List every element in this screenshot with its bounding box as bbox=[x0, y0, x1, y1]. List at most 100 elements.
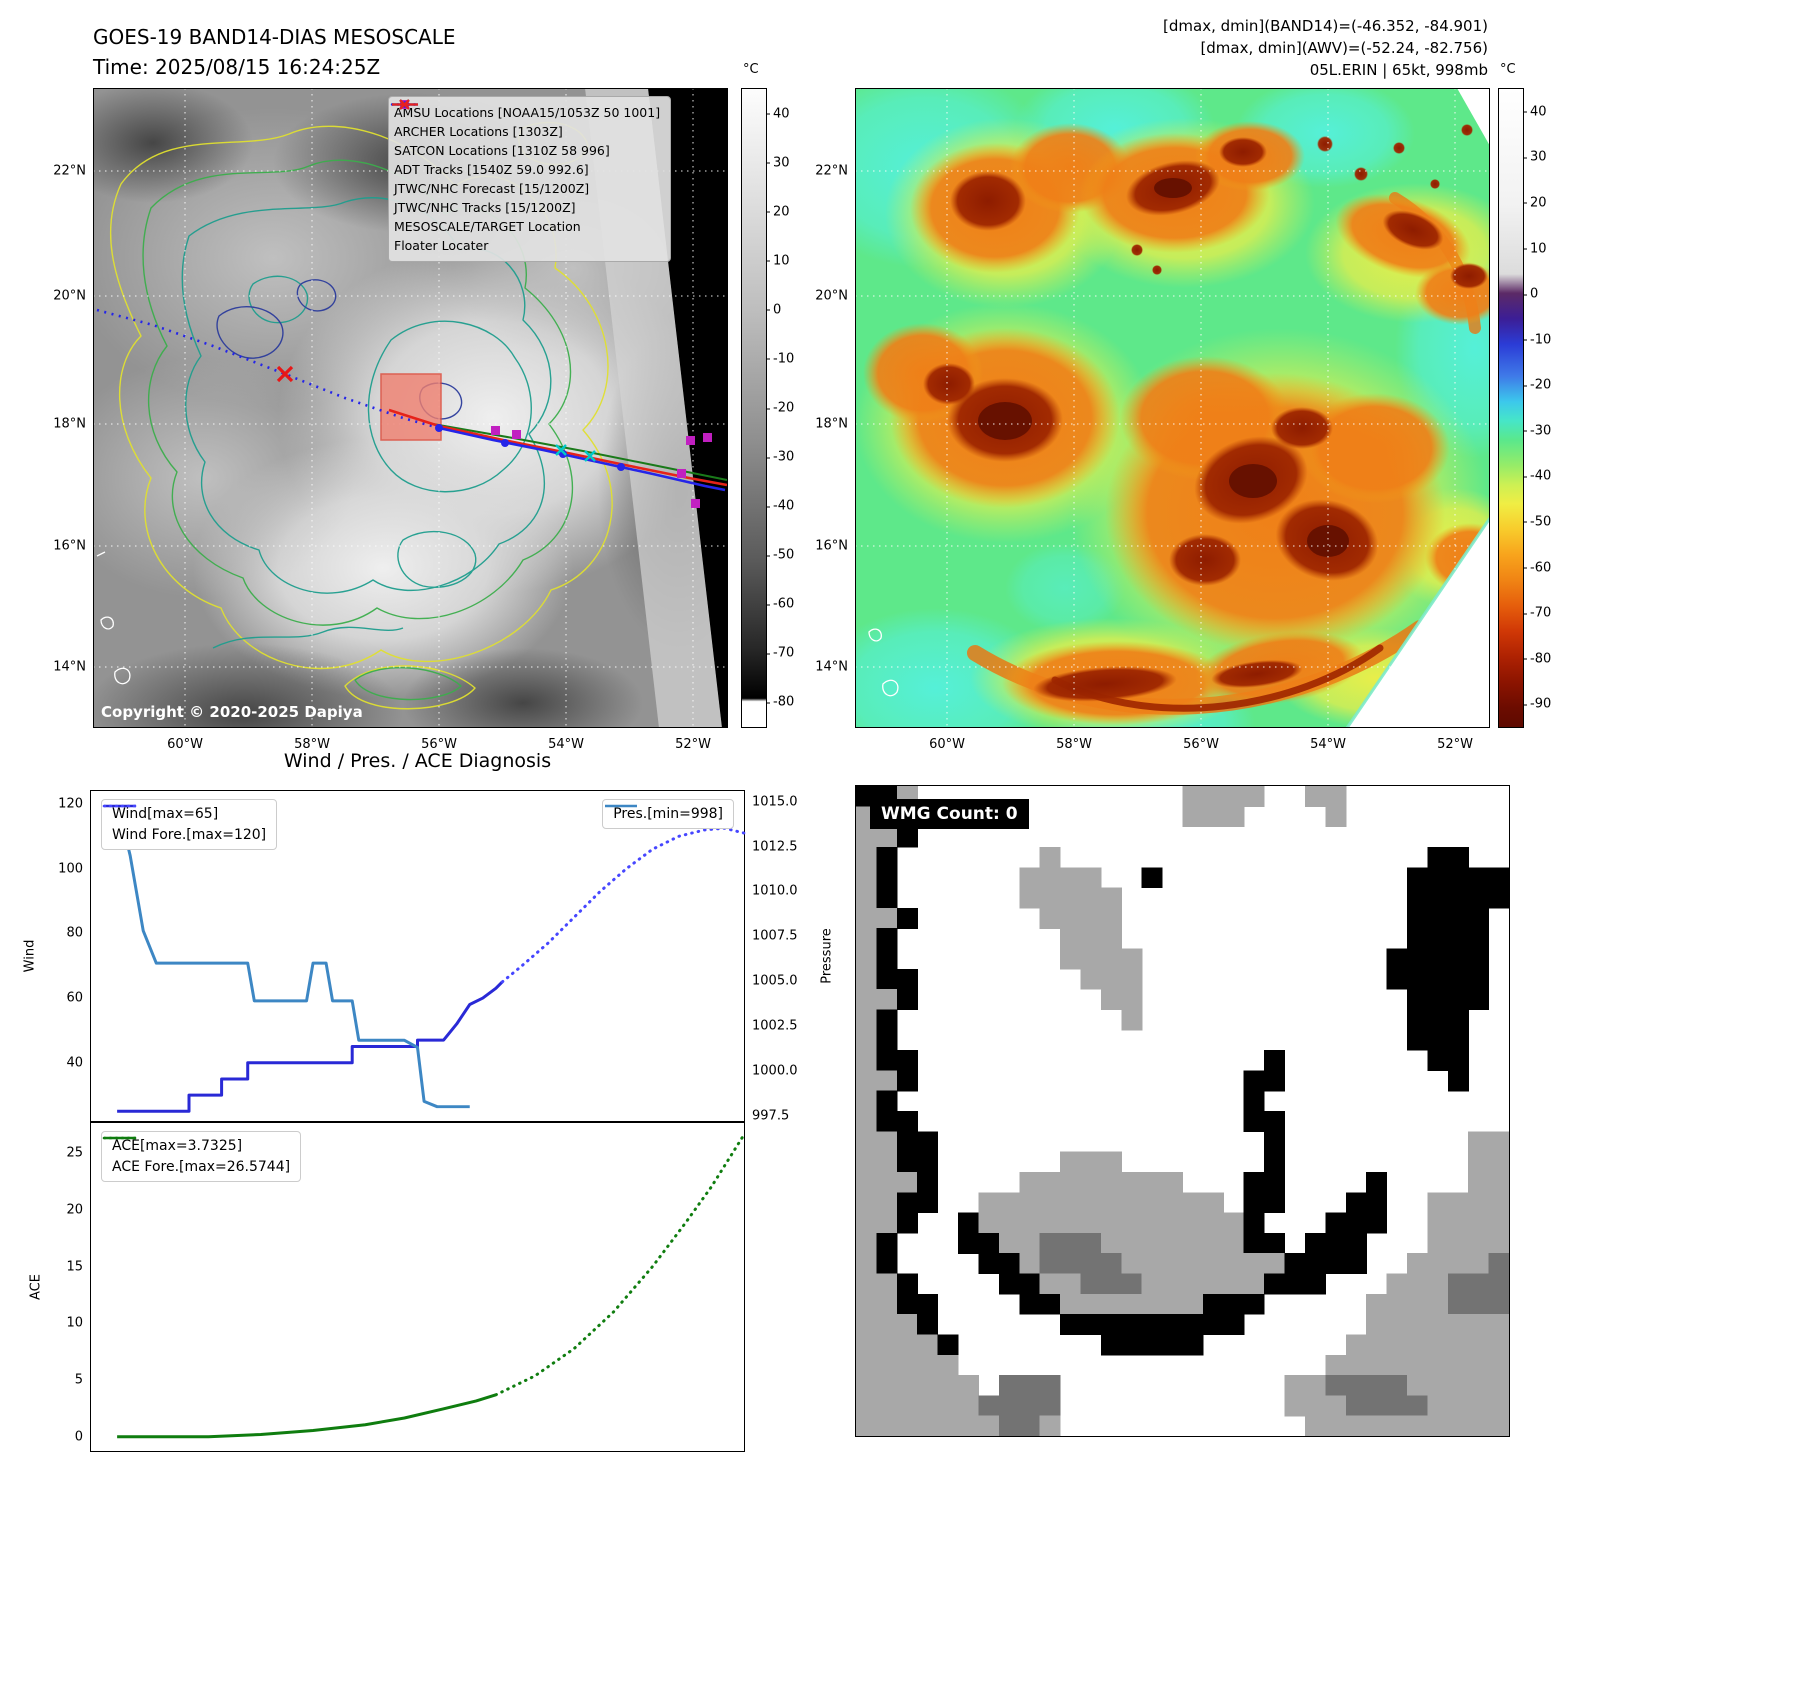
lon-tick-label: 54°W bbox=[1310, 737, 1347, 752]
ace-plot bbox=[117, 1133, 746, 1439]
axis-tick-label: 997.5 bbox=[752, 1108, 790, 1124]
right-header: [dmax, dmin](BAND14)=(-46.352, -84.901) … bbox=[1163, 16, 1488, 81]
colorbar-tick-label: -80 bbox=[1522, 651, 1552, 667]
mesoscale-target-x bbox=[276, 365, 294, 383]
spectral-colorbar: 40 30 20 10 0 -10 -20 -30 -40 -50 -60 -70 -80 -90 bbox=[1498, 88, 1551, 728]
colorbar-tick-label: -40 bbox=[765, 498, 795, 514]
colorbar2-unit-label: °C bbox=[1500, 62, 1516, 77]
axis-tick-label: 15 bbox=[66, 1259, 83, 1274]
axis-tick-label: 120 bbox=[58, 796, 83, 812]
wmg-panel: WMG Count: 0 bbox=[855, 785, 1510, 1437]
grayscale-colorbar: 40 30 20 10 0 -10 -20 -30 -40 -50 -60 -70 -80 bbox=[741, 88, 794, 728]
mesoscale-target-box bbox=[380, 373, 442, 441]
jtwc-track-points bbox=[435, 424, 625, 471]
axis-tick-label: 5 bbox=[74, 1372, 83, 1388]
left-header: GOES-19 BAND14-DIAS MESOSCALE Time: 2025… bbox=[93, 22, 456, 82]
colorbar-tick-label: 20 bbox=[1523, 195, 1547, 211]
lat-tick-label: 18°N bbox=[53, 416, 86, 432]
axis-tick-label: 10 bbox=[66, 1315, 83, 1331]
wind-pressure-plot bbox=[115, 801, 746, 1113]
lat-tick-label: 18°N bbox=[815, 416, 848, 432]
axis-tick-label: 20 bbox=[66, 1202, 83, 1218]
lat-tick-label: 22°N bbox=[53, 163, 86, 179]
storm-tracks bbox=[96, 308, 728, 508]
no-data-corner bbox=[1457, 88, 1490, 146]
colorbar-tick-label: -70 bbox=[765, 645, 795, 661]
map-legend-label: AMSU Locations [NOAA15/1053Z 50 1001] bbox=[394, 105, 661, 120]
dmax-dmin-awv: [dmax, dmin](AWV)=(-52.24, -82.756) bbox=[1200, 38, 1488, 57]
colorbar-tick-label: 20 bbox=[766, 204, 790, 220]
product-title: GOES-19 BAND14-DIAS MESOSCALE bbox=[93, 25, 456, 49]
wmg-count-label: WMG Count: 0 bbox=[870, 799, 1029, 829]
map-legend-label: JTWC/NHC Tracks [15/1200Z] bbox=[394, 200, 576, 215]
wind-axis-title: Wind bbox=[22, 939, 38, 973]
lon-tick-label: 56°W bbox=[421, 737, 458, 752]
lat-tick-label: 16°N bbox=[53, 538, 86, 554]
enhanced-ir-satellite-image bbox=[855, 88, 1490, 728]
enhanced-ir-map-panel: 22°N 20°N 18°N 16°N 14°N 60°W 58°W 56°W 54°W 52°W bbox=[815, 88, 1490, 752]
colorbar-tick-label: 40 bbox=[1523, 104, 1547, 120]
colorbar-tick-label: -30 bbox=[765, 449, 795, 465]
chart-legend-item: Wind Fore.[max=120] bbox=[102, 804, 267, 843]
legend-line-sample bbox=[102, 804, 138, 808]
latlon-grid bbox=[855, 88, 1490, 728]
axis-tick-label: 40 bbox=[66, 1055, 83, 1071]
axis-tick-label: 1007.5 bbox=[752, 928, 798, 944]
legend-line-sample bbox=[102, 1136, 138, 1140]
axis-tick-label: 1005.0 bbox=[752, 973, 798, 989]
colorbar-tick-label: 0 bbox=[1522, 286, 1539, 302]
colorbar-tick-label: -60 bbox=[1522, 560, 1552, 575]
colorbar-tick-label: -40 bbox=[1522, 468, 1552, 484]
product-time: Time: 2025/08/15 16:24:25Z bbox=[93, 55, 381, 79]
wmg-mask-image bbox=[856, 786, 1509, 1436]
map-legend-label: Floater Locater bbox=[394, 238, 489, 253]
axis-tick-label: 0 bbox=[74, 1429, 83, 1445]
series-ace-obs bbox=[117, 1393, 497, 1439]
chart-legend-label: ACE[max=3.7325] bbox=[112, 1138, 243, 1154]
colorbar-tick-label: 0 bbox=[765, 302, 782, 318]
colorbar-tick-label: -90 bbox=[1522, 696, 1552, 712]
chart-legend-label: Pres.[min=998] bbox=[613, 806, 723, 822]
axis-tick-label: 1000.0 bbox=[752, 1063, 798, 1079]
axis-tick-label: 100 bbox=[58, 861, 83, 877]
overshooting-tops bbox=[978, 178, 1349, 557]
chart-legend-label: ACE Fore.[max=26.5744] bbox=[112, 1159, 291, 1175]
coastlines bbox=[96, 551, 131, 685]
axis-tick-label: 1010.0 bbox=[752, 883, 798, 899]
lon-tick-label: 56°W bbox=[1183, 737, 1220, 752]
satcon-markers bbox=[555, 444, 596, 462]
floater-line-icon bbox=[392, 103, 418, 106]
axis-tick-label: 25 bbox=[66, 1145, 83, 1161]
lon-tick-label: 52°W bbox=[675, 737, 712, 752]
chart-legend-label: Wind Fore.[max=120] bbox=[112, 827, 267, 843]
amsu-archer-markers bbox=[491, 426, 712, 508]
map-legend: AMSU Locations [NOAA15/1053Z 50 1001] ARC… bbox=[388, 96, 672, 262]
pressure-axis-title: Pressure bbox=[819, 928, 835, 984]
colorbar-tick-label: 30 bbox=[1523, 149, 1547, 165]
lat-tick-label: 14°N bbox=[53, 659, 86, 675]
colorbar-tick-label: -20 bbox=[765, 400, 795, 416]
ace-axis-title: ACE bbox=[28, 1274, 44, 1300]
colorbar-tick-label: -50 bbox=[765, 547, 795, 563]
colorbar-tick-label: 10 bbox=[766, 253, 790, 269]
map-legend-label: SATCON Locations [1310Z 58 996] bbox=[394, 143, 610, 158]
colorbar1-unit-label: °C bbox=[743, 62, 759, 77]
series-wind-forecast bbox=[500, 826, 746, 984]
colorbar-tick-label: -50 bbox=[1522, 514, 1552, 530]
legend-line-sample bbox=[605, 804, 638, 808]
series-pressure-obs bbox=[115, 801, 470, 1109]
colorbar-tick-label: -70 bbox=[1522, 605, 1552, 621]
diagnosis-title: Wind / Pres. / ACE Diagnosis bbox=[283, 750, 552, 772]
axis-tick-label: 1015.0 bbox=[752, 794, 798, 810]
colorbar-tick-label: 30 bbox=[766, 155, 790, 171]
map-legend-label: ADT Tracks [1540Z 59.0 992.6] bbox=[394, 162, 589, 177]
series-wind-obs bbox=[117, 980, 504, 1113]
coastlines bbox=[868, 628, 899, 697]
map-legend-label: ARCHER Locations [1303Z] bbox=[394, 124, 563, 139]
ace-legend-box: ACE[max=3.7325] ACE Fore.[max=26.5744] bbox=[101, 1131, 302, 1182]
lon-tick-label: 60°W bbox=[929, 737, 966, 752]
colorbar-tick-label: -10 bbox=[1522, 332, 1552, 348]
storm-id-intensity: 05L.ERIN | 65kt, 998mb bbox=[1309, 60, 1488, 79]
lon-tick-label: 58°W bbox=[294, 737, 331, 752]
